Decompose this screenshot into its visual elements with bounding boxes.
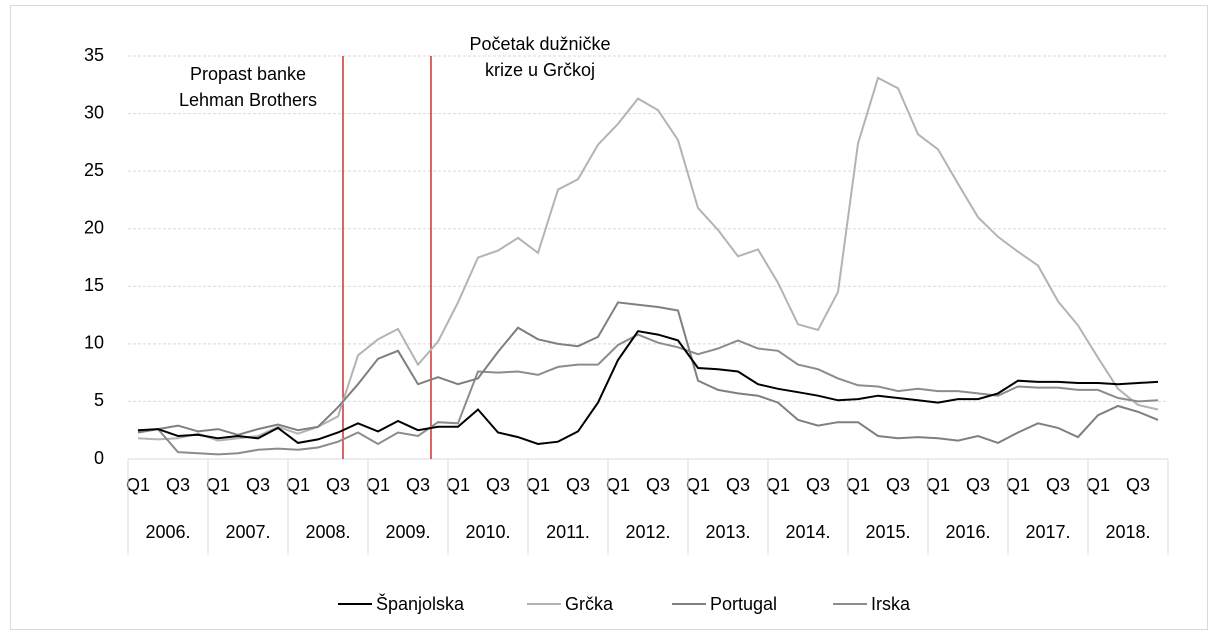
y-tick-label: 30 (84, 102, 104, 122)
x-tick-label: Q1 (446, 475, 470, 495)
x-tick-label: Q3 (486, 475, 510, 495)
x-tick-label: Q1 (686, 475, 710, 495)
year-label: 2007. (225, 522, 270, 542)
year-label: 2014. (785, 522, 830, 542)
year-label: 2011. (546, 522, 590, 542)
year-label: 2016. (945, 522, 990, 542)
y-tick-label: 25 (84, 160, 104, 180)
x-tick-label: Q1 (126, 475, 150, 495)
y-tick-label: 0 (94, 448, 104, 468)
x-tick-label: Q3 (246, 475, 270, 495)
x-tick-label: Q3 (326, 475, 350, 495)
series-line (137, 301, 1159, 444)
x-tick-label: Q1 (1086, 475, 1110, 495)
year-label: 2008. (305, 522, 350, 542)
annotation: Lehman Brothers (179, 90, 317, 110)
x-tick-label: Q3 (166, 475, 190, 495)
x-tick-label: Q3 (726, 475, 750, 495)
x-tick-label: Q1 (766, 475, 790, 495)
legend-label: Španjolska (376, 593, 465, 614)
legend-label: Irska (871, 594, 911, 614)
year-label: 2017. (1025, 522, 1070, 542)
annotation: krize u Grčkoj (485, 60, 595, 80)
x-tick-label: Q3 (646, 475, 670, 495)
x-tick-label: Q1 (926, 475, 950, 495)
series-line (137, 333, 1159, 456)
year-label: 2018. (1105, 522, 1150, 542)
x-tick-label: Q1 (846, 475, 870, 495)
year-label: 2013. (705, 522, 750, 542)
y-tick-label: 10 (84, 333, 104, 353)
y-tick-label: 20 (84, 217, 104, 237)
x-tick-label: Q1 (1006, 475, 1030, 495)
chart-frame (10, 5, 1208, 630)
annotation: Propast banke (190, 64, 306, 84)
x-tick-label: Q1 (286, 475, 310, 495)
year-label: 2012. (625, 522, 670, 542)
annotation: Početak dužničke (469, 34, 610, 54)
y-tick-label: 5 (94, 390, 104, 410)
year-label: 2006. (145, 522, 190, 542)
year-label: 2015. (865, 522, 910, 542)
y-tick-label: 35 (84, 45, 104, 65)
x-tick-label: Q1 (606, 475, 630, 495)
x-tick-label: Q3 (406, 475, 430, 495)
x-tick-label: Q3 (1046, 475, 1070, 495)
x-tick-label: Q3 (886, 475, 910, 495)
x-tick-label: Q3 (1126, 475, 1150, 495)
series-line (137, 76, 1159, 442)
series-line (137, 330, 1159, 446)
legend-label: Portugal (710, 594, 777, 614)
x-tick-label: Q3 (966, 475, 990, 495)
x-tick-label: Q1 (366, 475, 390, 495)
year-label: 2009. (385, 522, 430, 542)
y-tick-label: 15 (84, 275, 104, 295)
x-tick-label: Q1 (206, 475, 230, 495)
year-label: 2010. (465, 522, 510, 542)
x-tick-label: Q3 (566, 475, 590, 495)
x-tick-label: Q1 (526, 475, 550, 495)
legend-label: Grčka (565, 594, 614, 614)
x-tick-label: Q3 (806, 475, 830, 495)
